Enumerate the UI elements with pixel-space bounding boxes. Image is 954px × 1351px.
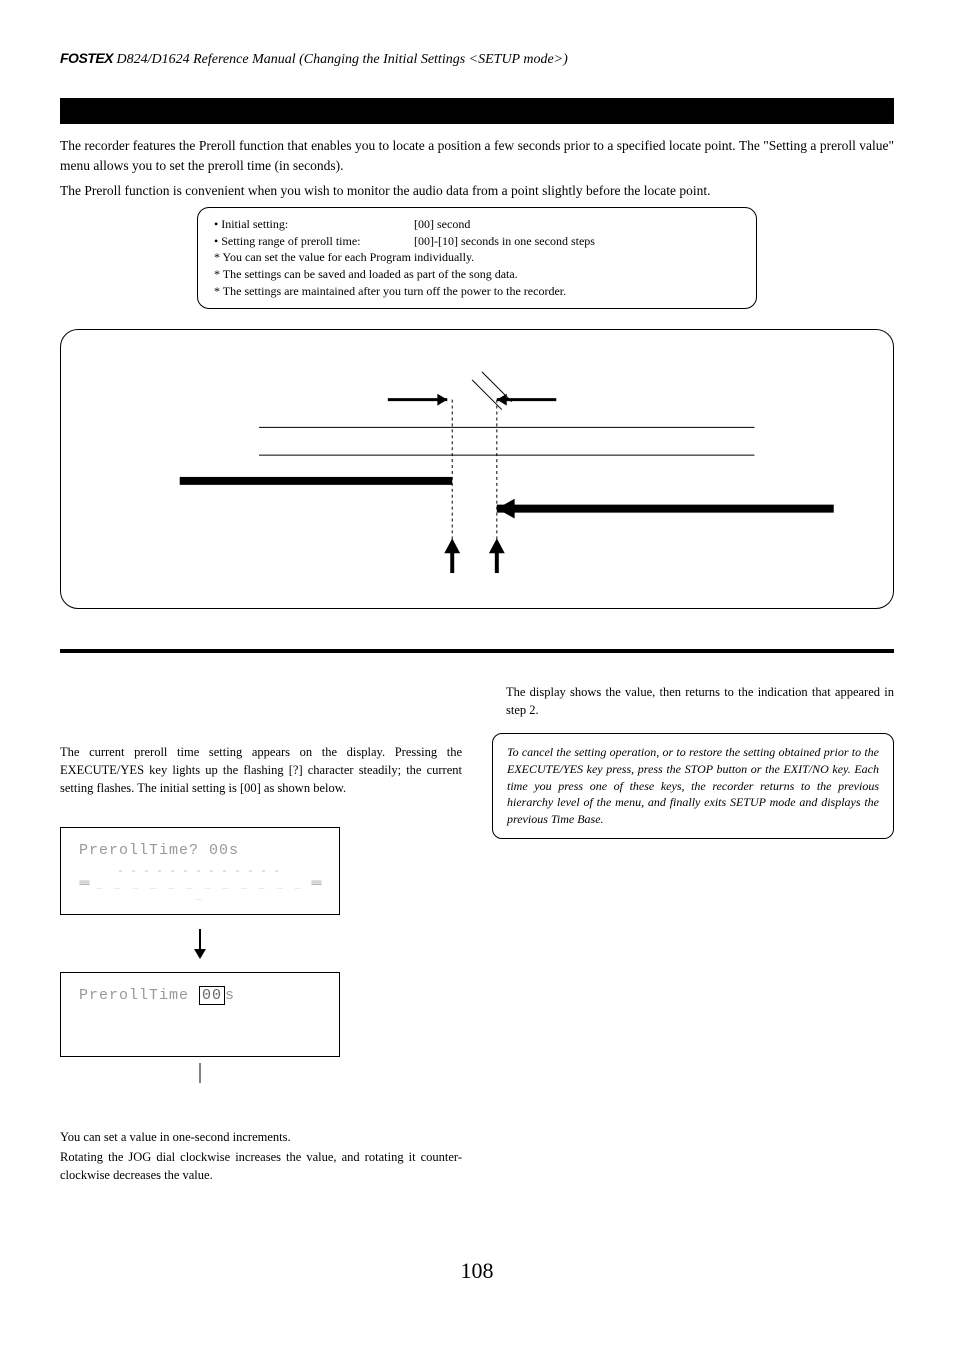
section-title-bar [60, 98, 894, 124]
left-column: The current preroll time setting appears… [60, 683, 462, 1199]
intro-paragraph-1: The recorder features the Preroll functi… [60, 136, 894, 177]
settings-note-3: * The settings are maintained after you … [214, 283, 740, 300]
left-paragraph-3: Rotating the JOG dial clockwise increase… [60, 1148, 462, 1184]
initial-setting-label: • Initial setting: [214, 216, 414, 233]
lcd2-text: PrerollTime 00s [79, 987, 321, 1004]
settings-info-box: • Initial setting: [00] second • Setting… [197, 207, 757, 309]
left-paragraph-2: You can set a value in one-second increm… [60, 1128, 462, 1146]
section-divider [60, 649, 894, 653]
lcd-display-2: PrerollTime 00s [60, 972, 340, 1057]
right-column: The display shows the value, then return… [492, 683, 894, 1199]
cancel-note-text: To cancel the setting operation, or to r… [507, 745, 879, 826]
lcd2-boxed-value: 00 [199, 986, 225, 1005]
range-label: • Setting range of preroll time: [214, 233, 414, 250]
settings-note-1: * You can set the value for each Program… [214, 249, 740, 266]
lcd2-prefix: PrerollTime [79, 987, 199, 1004]
lcd1-bars: ≡≡ _ _ _ _ _ _ _ _ _ _ _ _ _ ≡≡ [79, 878, 321, 900]
range-value: [00]-[10] seconds in one second steps [414, 233, 595, 250]
preroll-diagram [60, 329, 894, 609]
lcd-display-1: PrerollTime? 00s - - - - - - - - - - - -… [60, 827, 340, 915]
lcd1-text: PrerollTime? 00s [79, 842, 321, 859]
left-paragraph-1: The current preroll time setting appears… [60, 743, 462, 797]
lcd1-dashes: - - - - - - - - - - - - - [79, 863, 321, 878]
page-number: 108 [60, 1258, 894, 1284]
lcd2-suffix: s [225, 987, 235, 1004]
cancel-note-box: To cancel the setting operation, or to r… [492, 733, 894, 839]
settings-note-2: * The settings can be saved and loaded a… [214, 266, 740, 283]
content-columns: The current preroll time setting appears… [60, 683, 894, 1199]
down-arrow-icon [192, 929, 208, 959]
arrow-between-lcds [60, 921, 340, 972]
brand-logo: FOSTEX [60, 50, 113, 66]
header-title: D824/D1624 Reference Manual (Changing th… [117, 52, 568, 67]
page-header: FOSTEX D824/D1624 Reference Manual (Chan… [60, 50, 894, 68]
right-paragraph-1: The display shows the value, then return… [492, 683, 894, 719]
diagram-svg [101, 360, 853, 578]
initial-setting-value: [00] second [414, 216, 470, 233]
lcd2-tail-line [199, 1063, 201, 1083]
intro-paragraph-2: The Preroll function is convenient when … [60, 181, 894, 201]
